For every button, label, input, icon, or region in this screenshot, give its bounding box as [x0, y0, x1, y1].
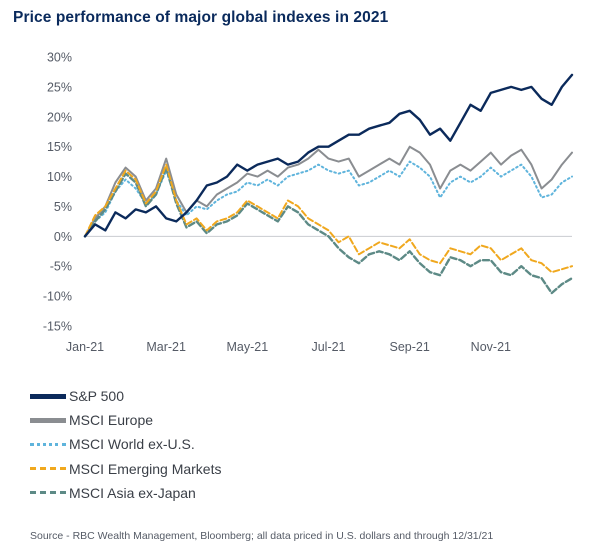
source-note: Source - RBC Wealth Management, Bloomber…	[30, 530, 494, 542]
legend-item: MSCI Europe	[30, 408, 221, 432]
y-tick-label: 20%	[47, 110, 72, 124]
legend-swatch	[30, 393, 66, 399]
y-tick-label: 30%	[47, 51, 72, 65]
x-tick-label: Sep-21	[390, 340, 430, 354]
legend-swatch	[30, 442, 66, 446]
series-layer	[83, 73, 574, 295]
legend-label: MSCI Emerging Markets	[69, 460, 222, 477]
y-tick-label: 5%	[54, 200, 72, 214]
series-line-s-p-500	[83, 73, 574, 238]
legend-label: MSCI World ex-U.S.	[69, 436, 195, 453]
legend-swatch	[30, 467, 66, 471]
legend-swatch	[30, 417, 66, 423]
y-tick-label: 0%	[54, 230, 72, 244]
legend-item: MSCI Emerging Markets	[30, 457, 221, 481]
legend-label: MSCI Asia ex-Japan	[69, 484, 196, 501]
series-line-msci-emerging-markets	[84, 163, 573, 274]
y-tick-label: 15%	[47, 140, 72, 154]
legend-label: MSCI Europe	[69, 412, 154, 429]
legend: S&P 500 MSCI Europe MSCI World ex-U.S. MSCI…	[30, 384, 221, 505]
y-tick-label: 10%	[47, 170, 72, 184]
y-tick-label: -10%	[43, 290, 72, 304]
x-tick-label: Jan-21	[66, 340, 104, 354]
legend-label: S&P 500	[69, 388, 125, 405]
legend-swatch	[30, 491, 66, 495]
x-tick-label: Jul-21	[311, 340, 345, 354]
legend-item: MSCI Asia ex-Japan	[30, 481, 221, 505]
y-axis: -15% -10% -5% 0% 5% 10% 15% 20% 25% 30%	[43, 51, 72, 334]
chart-title: Price performance of major global indexe…	[13, 9, 389, 26]
legend-item: S&P 500	[30, 384, 221, 408]
x-tick-label: Nov-21	[471, 340, 511, 354]
series-line-msci-world-ex-u-s	[84, 160, 573, 238]
x-tick-label: Mar-21	[146, 340, 186, 354]
y-tick-label: 25%	[47, 80, 72, 94]
y-tick-label: -5%	[50, 260, 72, 274]
legend-item: MSCI World ex-U.S.	[30, 432, 221, 456]
series-line-msci-europe	[84, 145, 573, 238]
y-tick-label: -15%	[43, 320, 72, 334]
x-axis: Jan-21 Mar-21 May-21 Jul-21 Sep-21 Nov-21	[66, 340, 511, 354]
x-tick-label: May-21	[226, 340, 268, 354]
